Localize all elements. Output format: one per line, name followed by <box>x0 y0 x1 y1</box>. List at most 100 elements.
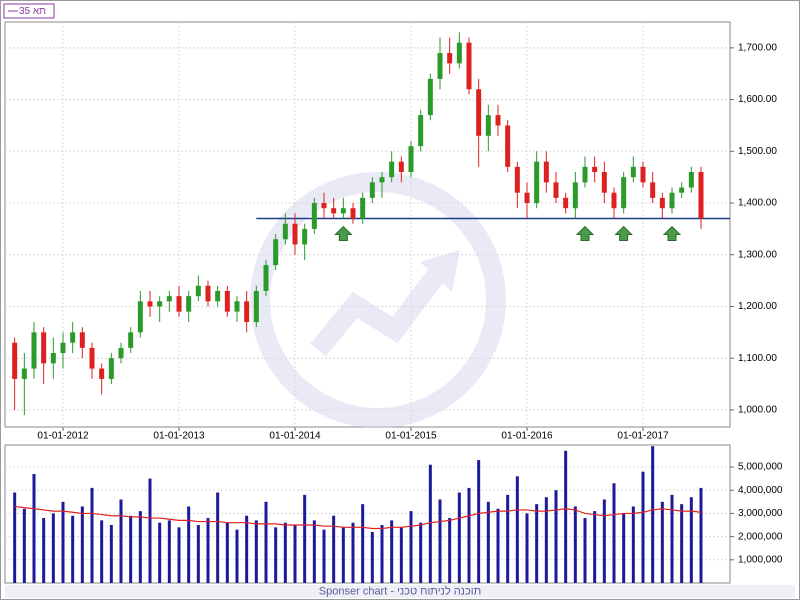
candle-body <box>611 192 617 209</box>
x-tick-label: 01-01-2017 <box>617 431 669 442</box>
candle-body <box>679 187 685 193</box>
volume-bar <box>583 518 587 583</box>
volume-bar <box>187 506 191 583</box>
x-tick-label: 01-01-2013 <box>153 431 205 442</box>
volume-bar <box>13 492 17 583</box>
volume-bar <box>631 506 635 583</box>
volume-bar <box>264 501 268 583</box>
candle-body <box>282 223 288 240</box>
candle-body <box>350 208 356 219</box>
volume-bar <box>303 494 307 583</box>
x-tick-label: 01-01-2016 <box>501 431 553 442</box>
candle-body <box>563 197 569 209</box>
candle-body <box>31 332 37 369</box>
x-tick-label: 01-01-2012 <box>37 431 89 442</box>
volume-bar <box>129 515 133 583</box>
candle-body <box>79 332 85 348</box>
candle-body <box>41 332 47 364</box>
candle-body <box>553 182 559 198</box>
candle-body <box>601 172 607 193</box>
support-arrow <box>334 225 353 242</box>
volume-bar <box>612 483 616 583</box>
volume-bar <box>496 508 500 583</box>
volume-bar <box>544 497 548 583</box>
volume-bar <box>312 520 316 583</box>
legend-box <box>3 3 55 19</box>
candle-body <box>234 301 240 312</box>
candle-body <box>12 342 18 379</box>
volume-bar <box>341 527 345 583</box>
y-tick-label: 1,600.00 <box>738 94 777 105</box>
volume-bar <box>332 515 336 583</box>
volume-bar <box>573 506 577 583</box>
volume-bar <box>167 520 171 583</box>
candle-body <box>514 166 520 193</box>
candle-body <box>215 290 221 302</box>
candle-body <box>273 239 279 266</box>
candle-body <box>447 53 453 64</box>
y-tick-label: 5,000,000 <box>738 462 783 473</box>
candle-body <box>495 115 501 126</box>
volume-bar <box>119 499 123 583</box>
volume-bar <box>486 501 490 583</box>
volume-bar <box>235 529 239 583</box>
volume-bar <box>274 527 278 583</box>
candle-body <box>630 166 636 178</box>
volume-bar <box>90 487 94 583</box>
candle-body <box>60 342 66 354</box>
y-tick-label: 1,500.00 <box>738 146 777 157</box>
footer: Sponser chart - תוכנה לניתוח טכני <box>319 584 481 597</box>
candle-body <box>50 353 56 364</box>
volume-bar <box>32 473 36 583</box>
candle-body <box>389 161 395 178</box>
candle-body <box>157 301 163 307</box>
volume-bar <box>293 525 297 583</box>
y-tick-label: 3,000,000 <box>738 508 783 519</box>
candle-body <box>89 347 95 369</box>
volume-bar <box>51 513 55 583</box>
volume-bar <box>351 522 355 583</box>
candle-body <box>166 296 172 302</box>
volume-bar <box>100 520 104 583</box>
y-tick-label: 1,200.00 <box>738 301 777 312</box>
y-tick-label: 1,000.00 <box>738 405 777 416</box>
candle-body <box>137 301 143 333</box>
candle-body <box>311 203 317 229</box>
candle-body <box>505 125 511 167</box>
y-tick-label: 2,000,000 <box>738 531 783 542</box>
volume-bar <box>699 487 703 583</box>
candle-body <box>99 368 105 379</box>
volume-bar <box>477 460 481 583</box>
candle-body <box>543 161 549 183</box>
volume-bar <box>80 506 84 583</box>
candle-body <box>476 89 482 136</box>
volume-bar <box>71 515 75 583</box>
volume-bar <box>506 494 510 583</box>
legend-label: 35 תא <box>19 6 46 17</box>
candle-body <box>147 301 153 307</box>
candle-body <box>485 115 491 136</box>
candle-body <box>176 296 182 312</box>
y-tick-label: 1,000,000 <box>738 554 783 565</box>
candle-body <box>321 203 327 209</box>
volume-bar <box>428 464 432 583</box>
volume-bar <box>148 478 152 583</box>
candle-body <box>108 358 114 379</box>
y-tick-label: 1,700.00 <box>738 43 777 54</box>
x-tick-label: 01-01-2014 <box>269 431 321 442</box>
volume-bar <box>196 525 200 583</box>
volume-bar <box>419 522 423 583</box>
candle-body <box>360 197 366 219</box>
volume-bar <box>216 492 220 583</box>
candle-body <box>118 347 124 359</box>
volume-bar <box>535 504 539 583</box>
volume-bar <box>390 520 394 583</box>
volume-bar <box>138 511 142 583</box>
volume-bar <box>515 476 519 583</box>
volume-bar <box>322 529 326 583</box>
candle-body <box>205 285 211 302</box>
watermark-arrow <box>310 264 448 357</box>
candle-body <box>253 290 259 322</box>
candle-body <box>640 166 646 183</box>
